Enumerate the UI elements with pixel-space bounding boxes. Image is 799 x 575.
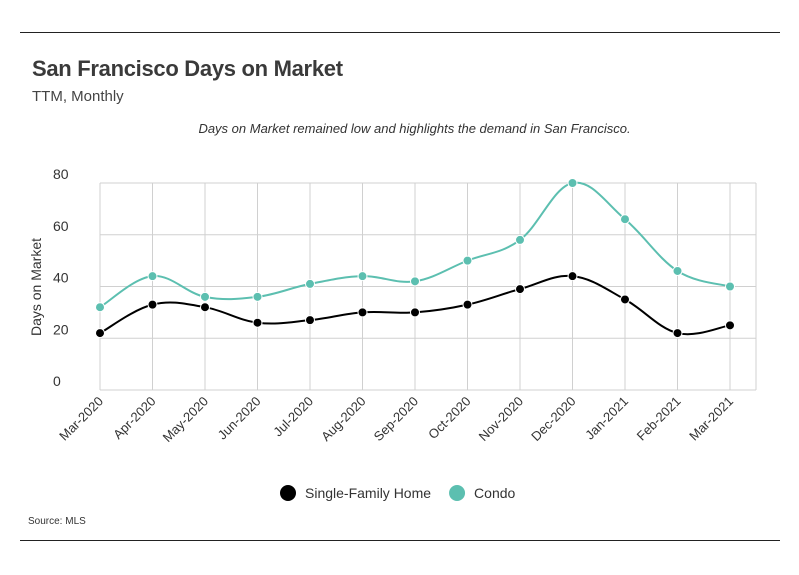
x-tick-label: Mar-2020: [56, 394, 106, 444]
y-axis-label: Days on Market: [28, 238, 44, 336]
bottom-rule: [20, 540, 780, 541]
legend-swatch-single-family-home: [280, 485, 296, 501]
x-tick-label: Dec-2020: [528, 394, 578, 444]
x-tick-label: Feb-2021: [634, 394, 684, 444]
data-point-single-family-home: [305, 315, 315, 326]
data-point-condo: [462, 255, 473, 266]
data-point-condo: [147, 271, 158, 282]
data-point-condo: [567, 178, 578, 188]
legend-swatch-condo: [449, 485, 466, 501]
x-tick-label: Nov-2020: [476, 394, 526, 444]
x-tick-label: Jul-2020: [270, 394, 316, 440]
legend: Single-Family Home Condo: [280, 485, 516, 501]
data-point-single-family-home: [462, 299, 473, 310]
data-point-single-family-home: [672, 328, 683, 339]
data-point-single-family-home: [620, 294, 630, 305]
data-point-single-family-home: [95, 328, 105, 339]
data-point-single-family-home: [357, 307, 368, 318]
grid: [99, 182, 757, 391]
legend-label-condo: Condo: [474, 485, 515, 501]
y-tick-label: 20: [53, 321, 69, 337]
x-tick-label: Jan-2021: [582, 394, 631, 443]
data-point-single-family-home: [725, 320, 735, 331]
data-point-condo: [357, 271, 368, 282]
data-point-condo: [620, 214, 630, 225]
series-group: [95, 178, 735, 339]
x-tick-label: Apr-2020: [110, 394, 158, 442]
x-tick-label: Sep-2020: [371, 394, 421, 444]
legend-label-single-family-home: Single-Family Home: [305, 485, 431, 501]
y-tick-labels: 0 20 40 60 80: [53, 166, 69, 389]
data-point-single-family-home: [252, 317, 263, 328]
x-tick-label: Oct-2020: [425, 394, 473, 442]
data-point-single-family-home: [515, 284, 525, 295]
data-point-condo: [672, 265, 683, 276]
y-tick-label: 60: [53, 218, 69, 234]
chart-annotation: Days on Market remained low and highligh…: [198, 121, 631, 136]
chart-subtitle: TTM, Monthly: [32, 88, 124, 105]
data-point-condo: [515, 234, 525, 245]
x-tick-label: May-2020: [160, 394, 211, 445]
data-point-single-family-home: [147, 299, 158, 310]
data-point-condo: [252, 291, 263, 302]
y-tick-label: 0: [53, 373, 61, 389]
top-rule: [20, 32, 780, 33]
data-point-condo: [95, 302, 105, 313]
x-tick-label: Aug-2020: [318, 394, 368, 444]
data-point-single-family-home: [410, 307, 420, 318]
data-point-condo: [200, 291, 210, 302]
x-tick-label: Jun-2020: [215, 394, 264, 443]
y-tick-label: 40: [53, 270, 69, 286]
x-tick-labels: Mar-2020 Apr-2020 May-2020 Jun-2020 Jul-2020…: [56, 394, 736, 445]
data-point-single-family-home: [567, 271, 578, 282]
data-point-condo: [410, 276, 420, 287]
y-tick-label: 80: [53, 166, 69, 182]
chart-title: San Francisco Days on Market: [32, 56, 343, 81]
data-point-condo: [305, 278, 315, 289]
data-point-single-family-home: [200, 302, 210, 313]
source-note: Source: MLS: [28, 516, 86, 527]
x-tick-label: Mar-2021: [686, 394, 736, 444]
data-point-condo: [725, 281, 735, 292]
